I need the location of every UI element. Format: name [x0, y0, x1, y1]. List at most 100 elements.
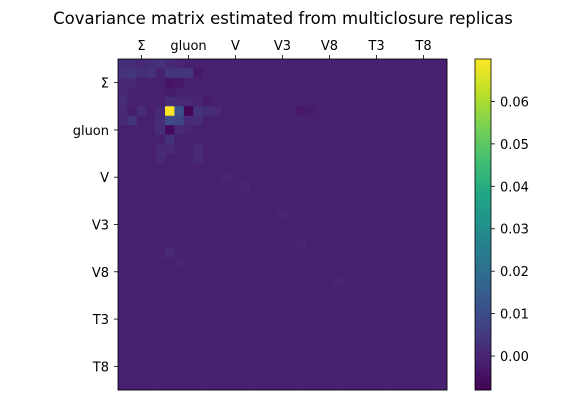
- heatmap-cell: [390, 304, 401, 315]
- colorbar-segment: [475, 127, 491, 132]
- heatmap-cell: [230, 304, 241, 315]
- heatmap-cell: [428, 229, 438, 240]
- heatmap-cell: [343, 87, 354, 98]
- heatmap-cell: [136, 191, 147, 202]
- heatmap-cell: [193, 257, 203, 268]
- heatmap-cell: [155, 219, 166, 230]
- heatmap-cell: [221, 134, 232, 145]
- heatmap-cell: [193, 163, 203, 173]
- heatmap-cell: [118, 106, 128, 117]
- heatmap-cell: [381, 191, 391, 202]
- heatmap-cell: [240, 229, 250, 240]
- heatmap-cell: [118, 87, 128, 98]
- heatmap-cell: [118, 191, 128, 202]
- heatmap-cell: [259, 248, 269, 258]
- heatmap-cell: [381, 267, 391, 277]
- heatmap-cell: [183, 229, 194, 240]
- heatmap-cell: [390, 219, 401, 230]
- heatmap-cell: [230, 267, 241, 277]
- heatmap-cell: [428, 333, 438, 344]
- heatmap-cell: [118, 172, 128, 183]
- heatmap-cell: [353, 96, 363, 107]
- colorbar-segment: [475, 174, 491, 179]
- heatmap-cell: [193, 106, 203, 117]
- colorbar-segment: [475, 144, 491, 148]
- heatmap-cell: [155, 144, 166, 154]
- heatmap-cell: [193, 59, 203, 69]
- heatmap-cell: [343, 200, 354, 211]
- heatmap-cell: [437, 153, 448, 164]
- heatmap-cell: [409, 200, 420, 211]
- heatmap-cell: [249, 219, 260, 230]
- heatmap-cell: [343, 125, 354, 136]
- heatmap-cell: [127, 96, 138, 107]
- heatmap-cell: [249, 172, 260, 183]
- heatmap-cell: [221, 106, 232, 117]
- heatmap-cell: [428, 342, 438, 353]
- heatmap-cell: [418, 352, 429, 362]
- heatmap-cell: [202, 267, 213, 277]
- heatmap-cell: [343, 144, 354, 154]
- heatmap-cell: [249, 304, 260, 315]
- heatmap-cell: [193, 267, 203, 277]
- heatmap-cell: [183, 134, 194, 145]
- heatmap-cell: [343, 210, 354, 221]
- heatmap-cell: [324, 59, 335, 69]
- heatmap-cell: [212, 153, 222, 164]
- heatmap-cell: [277, 267, 288, 277]
- heatmap-cell: [334, 200, 344, 211]
- heatmap-cell: [202, 380, 213, 391]
- heatmap-cell: [362, 77, 373, 88]
- heatmap-cell: [418, 87, 429, 98]
- heatmap-cell: [118, 333, 128, 344]
- heatmap-cell: [127, 153, 138, 164]
- heatmap-cell: [390, 172, 401, 183]
- heatmap-cell: [371, 219, 382, 230]
- heatmap-cell: [230, 248, 241, 258]
- colorbar-segment: [475, 163, 491, 167]
- heatmap-cell: [221, 371, 232, 381]
- colorbar-segment: [475, 64, 491, 68]
- heatmap-cell: [437, 200, 448, 211]
- heatmap-cell: [437, 181, 448, 192]
- heatmap-cell: [183, 361, 194, 372]
- colorbar-segment: [475, 332, 491, 336]
- heatmap-cell: [334, 87, 344, 98]
- heatmap-cell: [334, 333, 344, 344]
- heatmap-cell: [381, 295, 391, 306]
- heatmap-cell: [127, 125, 138, 136]
- heatmap-cell: [259, 144, 269, 154]
- heatmap-cell: [277, 219, 288, 230]
- heatmap-cell: [409, 106, 420, 117]
- heatmap-cell: [296, 304, 307, 315]
- heatmap-cell: [174, 219, 185, 230]
- heatmap-cell: [118, 276, 128, 287]
- y-tick-label: T8: [92, 360, 109, 375]
- heatmap-cell: [127, 210, 138, 221]
- heatmap-cell: [202, 210, 213, 221]
- heatmap-cell: [240, 163, 250, 173]
- colorbar-segment: [475, 166, 491, 170]
- heatmap-cell: [353, 163, 363, 173]
- heatmap-cell: [353, 125, 363, 136]
- heatmap-cell: [390, 229, 401, 240]
- heatmap-cell: [437, 125, 448, 136]
- colorbar-segment: [475, 274, 491, 278]
- heatmap-cell: [221, 342, 232, 353]
- heatmap-cell: [221, 276, 232, 287]
- heatmap-cell: [136, 229, 147, 240]
- heatmap-cell: [165, 304, 175, 315]
- heatmap-cell: [400, 323, 410, 334]
- heatmap-cell: [230, 380, 241, 391]
- heatmap-cell: [315, 163, 326, 173]
- heatmap-cell: [259, 96, 269, 107]
- heatmap-cell: [202, 191, 213, 202]
- heatmap-cell: [202, 361, 213, 372]
- heatmap-cell: [315, 257, 326, 268]
- heatmap-cell: [155, 323, 166, 334]
- heatmap-cell: [296, 352, 307, 362]
- heatmap-cell: [390, 295, 401, 306]
- heatmap-cell: [343, 153, 354, 164]
- heatmap-cell: [230, 106, 241, 117]
- heatmap-cell: [118, 134, 128, 145]
